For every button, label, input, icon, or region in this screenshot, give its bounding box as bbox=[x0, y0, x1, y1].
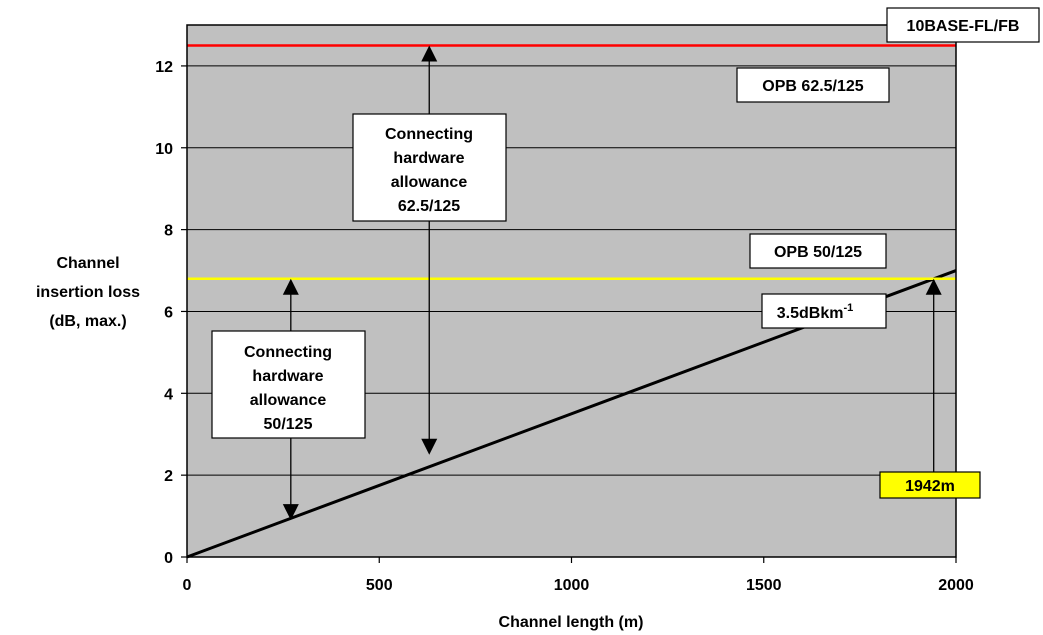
x-axis-title: Channel length (m) bbox=[499, 614, 644, 631]
y-axis-title-line-3: (dB, max.) bbox=[49, 313, 126, 330]
allowance-625-line-1: Connecting bbox=[385, 126, 473, 143]
slope-label-superscript: -1 bbox=[843, 302, 853, 314]
plot-area bbox=[187, 25, 956, 557]
opb-50-label: OPB 50/125 bbox=[774, 244, 862, 261]
x-tick-label-500: 500 bbox=[366, 577, 393, 594]
slope-label: 3.5dBkm-1 bbox=[777, 302, 853, 322]
opb-625-label-box: OPB 62.5/125 bbox=[736, 67, 890, 103]
arrow-50-head-up bbox=[282, 278, 299, 295]
y-axis-title-line-1: Channel bbox=[56, 255, 119, 272]
y-axis-title-line-2: insertion loss bbox=[36, 284, 140, 301]
x-tick-label-1000: 1000 bbox=[554, 577, 590, 594]
opb-50-label-box: OPB 50/125 bbox=[749, 233, 887, 269]
y-tick-label-10: 10 bbox=[155, 141, 173, 158]
crossover-label-box: 1942m bbox=[879, 471, 981, 499]
allowance-50-line-3: allowance bbox=[250, 392, 327, 409]
allowance-625-line-3: allowance bbox=[391, 174, 468, 191]
x-tick-label-1500: 1500 bbox=[746, 577, 782, 594]
y-tick-label-2: 2 bbox=[164, 468, 173, 485]
y-tick-label-0: 0 bbox=[164, 550, 173, 567]
x-tick-label-0: 0 bbox=[183, 577, 192, 594]
crossover-label: 1942m bbox=[905, 478, 955, 495]
standard-label-box: 10BASE-FL/FB bbox=[886, 7, 1040, 43]
allowance-50-box: Connecting hardware allowance 50/125 bbox=[211, 330, 366, 439]
slope-label-box: 3.5dBkm-1 bbox=[761, 293, 887, 329]
opb-625-label: OPB 62.5/125 bbox=[762, 78, 864, 95]
y-tick-label-4: 4 bbox=[164, 386, 173, 403]
allowance-625-box: Connecting hardware allowance 62.5/125 bbox=[352, 113, 507, 222]
arrow-625-head-up bbox=[421, 45, 438, 62]
standard-label: 10BASE-FL/FB bbox=[907, 18, 1020, 35]
allowance-50-line-2: hardware bbox=[252, 368, 323, 385]
arrow-50-head-down bbox=[282, 504, 299, 521]
y-tick-label-8: 8 bbox=[164, 223, 173, 240]
slope-label-main: 3.5dBkm bbox=[777, 305, 844, 322]
tick-labels: 0 2 4 6 8 10 12 0 500 1000 1500 2000 bbox=[155, 59, 974, 594]
x-tick-label-2000: 2000 bbox=[938, 577, 974, 594]
arrow-625-head-down bbox=[421, 438, 438, 455]
y-tick-label-6: 6 bbox=[164, 304, 173, 321]
allowance-50-line-1: Connecting bbox=[244, 344, 332, 361]
allowance-50-line-4: 50/125 bbox=[264, 416, 313, 433]
y-tick-label-12: 12 bbox=[155, 59, 173, 76]
arrow-crossover-head bbox=[925, 278, 942, 295]
allowance-625-line-2: hardware bbox=[393, 150, 464, 167]
allowance-625-line-4: 62.5/125 bbox=[398, 198, 460, 215]
